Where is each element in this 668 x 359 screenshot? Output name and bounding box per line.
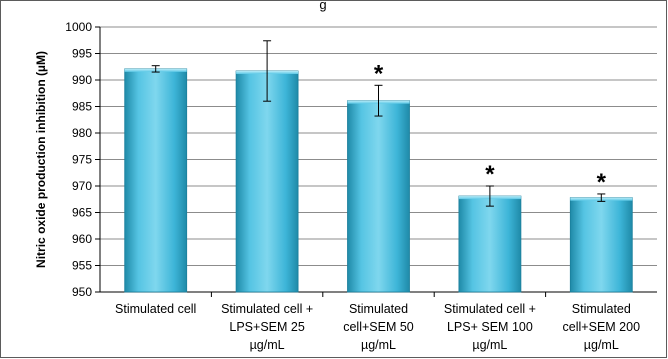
x-category-label: Stimulated cell + xyxy=(444,302,536,316)
significance-marker: * xyxy=(374,60,384,87)
y-tick-label: 980 xyxy=(72,126,92,140)
x-category-label: Stimulated cell xyxy=(115,302,196,316)
x-category-label: µg/mL xyxy=(584,338,619,352)
y-tick-label: 955 xyxy=(72,259,92,273)
y-tick-label: 970 xyxy=(72,179,92,193)
bars xyxy=(124,68,633,293)
y-tick-label: 960 xyxy=(72,232,92,246)
y-tick-label: 950 xyxy=(72,285,92,299)
y-tick-label: 1000 xyxy=(65,20,92,34)
x-category-label: LPS+SEM 25 xyxy=(229,320,304,334)
bar xyxy=(235,70,299,293)
x-category-label: µg/mL xyxy=(250,338,285,352)
bar xyxy=(569,197,633,293)
x-category-label: LPS+ SEM 100 xyxy=(447,320,533,334)
x-category-label: µg/mL xyxy=(472,338,507,352)
x-category-label: µg/mL xyxy=(361,338,396,352)
y-tick-label: 990 xyxy=(72,73,92,87)
chart-title-layer: g xyxy=(319,0,326,12)
significance-marker: * xyxy=(485,161,495,188)
x-category-label: cell+SEM 200 xyxy=(563,320,641,334)
bar xyxy=(124,68,188,293)
y-tick-label: 995 xyxy=(72,47,92,61)
x-category-label: Stimulated xyxy=(572,302,631,316)
y-tick-label: 975 xyxy=(72,153,92,167)
bar xyxy=(347,100,410,293)
x-category-label: cell+SEM 50 xyxy=(343,320,414,334)
x-category-label: Stimulated xyxy=(349,302,408,316)
error-bars xyxy=(151,40,606,207)
bar xyxy=(458,195,522,293)
y-axis-title: Nitric oxide production inhibition (µM) xyxy=(34,51,48,268)
chart-title-fragment: g xyxy=(319,0,326,12)
significance-marker: * xyxy=(597,169,607,196)
y-tick-label: 965 xyxy=(72,206,92,220)
y-tick-label: 985 xyxy=(72,100,92,114)
gridlines xyxy=(100,26,657,266)
labels: 950 955 960 965 970 975 980 985 990 995 1000 Nitric… xyxy=(34,20,640,352)
x-category-label: Stimulated cell + xyxy=(221,302,313,316)
